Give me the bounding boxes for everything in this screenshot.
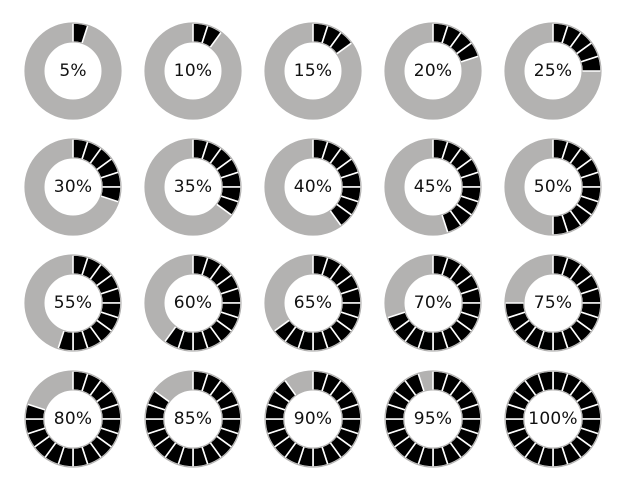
progress-ring-45: 45% <box>383 137 483 237</box>
ring-graphic <box>24 22 122 120</box>
ring-outline <box>264 22 362 120</box>
ring-outline <box>264 254 362 352</box>
ring-inner-outline <box>283 157 343 217</box>
ring-outline <box>144 138 242 236</box>
ring-graphic <box>504 254 602 352</box>
ring-remaining-arc <box>265 23 362 119</box>
ring-remaining-arc <box>505 23 601 119</box>
progress-ring-90: 90% <box>263 369 363 469</box>
ring-graphic <box>24 254 122 352</box>
ring-graphic <box>144 138 242 236</box>
ring-outline <box>384 370 482 468</box>
ring-inner-outline <box>283 273 343 333</box>
ring-graphic <box>384 370 482 468</box>
progress-ring-30: 30% <box>23 137 123 237</box>
ring-outline <box>144 22 242 120</box>
progress-ring-25: 25% <box>503 21 603 121</box>
progress-ring-55: 55% <box>23 253 123 353</box>
progress-ring-75: 75% <box>503 253 603 353</box>
ring-outline <box>264 138 362 236</box>
progress-ring-50: 50% <box>503 137 603 237</box>
progress-ring-65: 65% <box>263 253 363 353</box>
ring-remaining-arc <box>505 139 553 235</box>
ring-inner-outline <box>43 389 103 449</box>
progress-ring-15: 15% <box>263 21 363 121</box>
ring-inner-outline <box>403 41 463 101</box>
ring-remaining-arc <box>154 371 193 402</box>
ring-remaining-arc <box>264 255 313 332</box>
ring-remaining-arc <box>24 255 74 349</box>
ring-outline <box>504 370 602 468</box>
ring-outline <box>504 138 602 236</box>
ring-graphic <box>144 370 242 468</box>
progress-ring-10: 10% <box>143 21 243 121</box>
ring-remaining-arc <box>25 139 119 235</box>
progress-ring-35: 35% <box>143 137 243 237</box>
ring-inner-outline <box>163 273 223 333</box>
ring-graphic <box>24 370 122 468</box>
ring-outline <box>24 138 122 236</box>
ring-inner-outline <box>163 157 223 217</box>
ring-outline <box>144 370 242 468</box>
progress-ring-40: 40% <box>263 137 363 237</box>
ring-graphic <box>384 22 482 120</box>
ring-graphic <box>504 138 602 236</box>
progress-ring-5: 5% <box>23 21 123 121</box>
ring-inner-outline <box>283 41 343 101</box>
ring-graphic <box>264 138 362 236</box>
progress-ring-70: 70% <box>383 253 483 353</box>
ring-remaining-arc <box>505 255 553 303</box>
ring-outline <box>504 22 602 120</box>
ring-outline <box>384 138 482 236</box>
ring-inner-outline <box>523 389 583 449</box>
ring-outline <box>24 254 122 352</box>
ring-outline <box>144 254 242 352</box>
progress-ring-60: 60% <box>143 253 243 353</box>
ring-inner-outline <box>403 389 463 449</box>
ring-remaining-arc <box>144 255 193 342</box>
ring-inner-outline <box>43 273 103 333</box>
progress-ring-85: 85% <box>143 369 243 469</box>
ring-graphic <box>24 138 122 236</box>
ring-remaining-arc <box>385 23 482 119</box>
ring-inner-outline <box>523 157 583 217</box>
progress-ring-80: 80% <box>23 369 123 469</box>
ring-inner-outline <box>283 389 343 449</box>
ring-inner-outline <box>523 41 583 101</box>
ring-graphic <box>504 22 602 120</box>
ring-outline <box>264 370 362 468</box>
ring-graphic <box>384 138 482 236</box>
ring-inner-outline <box>403 273 463 333</box>
ring-remaining-arc <box>265 139 342 235</box>
ring-inner-outline <box>43 41 103 101</box>
ring-outline <box>384 22 482 120</box>
ring-outline <box>24 22 122 120</box>
ring-inner-outline <box>163 41 223 101</box>
ring-graphic <box>144 22 242 120</box>
ring-outline <box>384 254 482 352</box>
ring-outline <box>24 370 122 468</box>
ring-inner-outline <box>403 157 463 217</box>
ring-remaining-arc <box>25 23 122 120</box>
ring-outline <box>504 254 602 352</box>
ring-remaining-arc <box>145 23 242 120</box>
ring-graphic <box>264 370 362 468</box>
ring-remaining-arc <box>27 371 73 411</box>
progress-ring-100: 100% <box>503 369 603 469</box>
ring-inner-outline <box>43 157 103 217</box>
ring-graphic <box>504 370 602 468</box>
progress-ring-20: 20% <box>383 21 483 121</box>
ring-graphic <box>144 254 242 352</box>
ring-inner-outline <box>163 389 223 449</box>
ring-graphic <box>264 254 362 352</box>
ring-inner-outline <box>523 273 583 333</box>
progress-ring-95: 95% <box>383 369 483 469</box>
ring-remaining-arc <box>385 139 448 235</box>
ring-graphic <box>384 254 482 352</box>
ring-remaining-arc <box>418 371 433 392</box>
ring-graphic <box>264 22 362 120</box>
